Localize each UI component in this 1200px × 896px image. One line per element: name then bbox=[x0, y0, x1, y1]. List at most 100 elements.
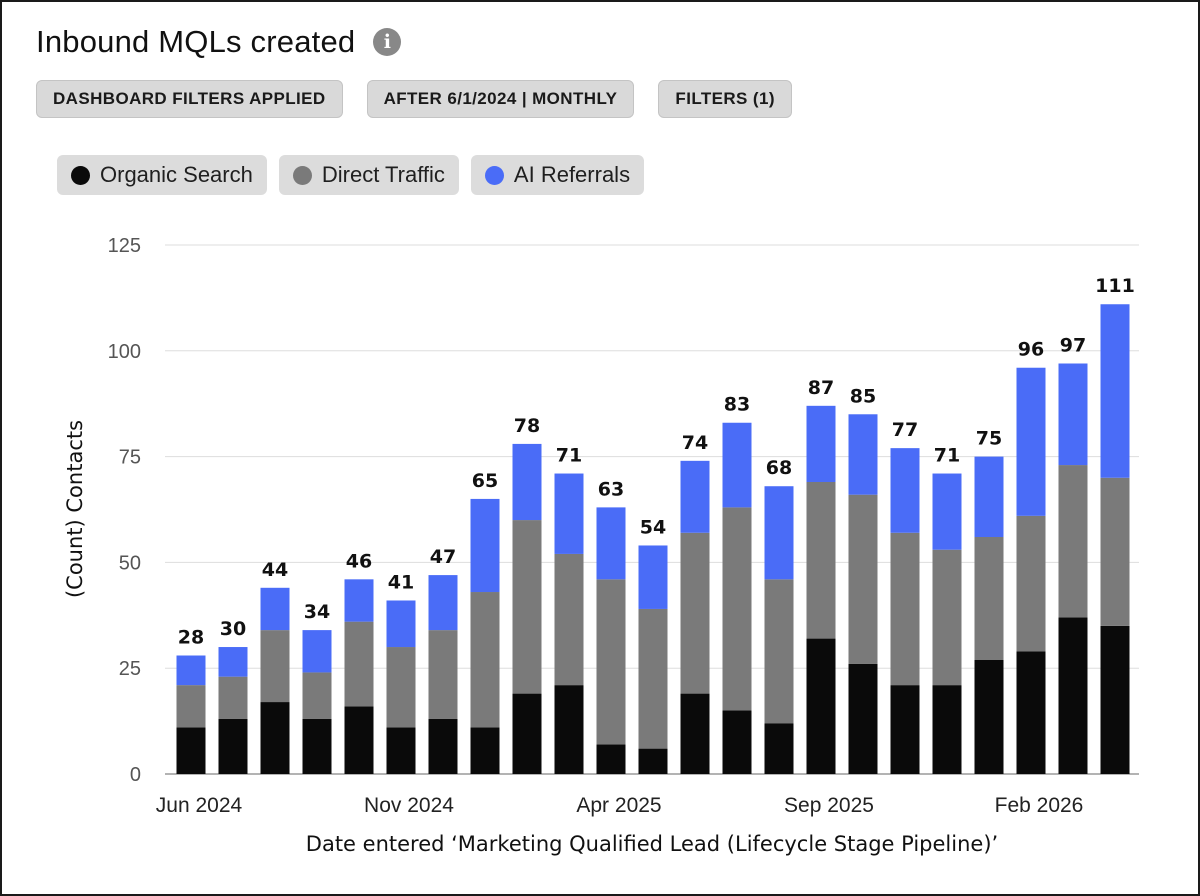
bar-total-label: 111 bbox=[1095, 275, 1135, 297]
bar-segment-organic[interactable] bbox=[1016, 651, 1046, 774]
bar-segment-direct[interactable] bbox=[386, 647, 416, 728]
bar-segment-direct[interactable] bbox=[344, 621, 374, 707]
bar-segment-ai[interactable] bbox=[596, 507, 626, 580]
bar-segment-organic[interactable] bbox=[974, 659, 1004, 774]
bar-segment-organic[interactable] bbox=[386, 727, 416, 774]
bar-segment-direct[interactable] bbox=[722, 507, 752, 711]
bar-total-label: 65 bbox=[472, 470, 498, 492]
bar-segment-direct[interactable] bbox=[848, 494, 878, 664]
bar-segment-direct[interactable] bbox=[764, 579, 794, 724]
bar-segment-ai[interactable] bbox=[848, 414, 878, 495]
bar-segment-ai[interactable] bbox=[554, 473, 584, 554]
bar-segment-organic[interactable] bbox=[638, 748, 668, 774]
bar-segment-ai[interactable] bbox=[890, 448, 920, 533]
y-tick-label: 100 bbox=[108, 341, 141, 363]
bar-total-label: 96 bbox=[1018, 339, 1044, 361]
bar-segment-direct[interactable] bbox=[638, 608, 668, 749]
bar-segment-direct[interactable] bbox=[596, 579, 626, 745]
bar-segment-direct[interactable] bbox=[680, 532, 710, 694]
bar-segment-ai[interactable] bbox=[470, 498, 500, 593]
bar-segment-organic[interactable] bbox=[848, 663, 878, 774]
bar-segment-ai[interactable] bbox=[680, 460, 710, 533]
title-row: Inbound MQLs created i bbox=[36, 24, 402, 60]
y-tick-label: 0 bbox=[130, 764, 141, 786]
legend-item-organic-search[interactable]: Organic Search bbox=[57, 155, 267, 195]
bar-segment-direct[interactable] bbox=[1016, 515, 1046, 652]
bar-total-label: 85 bbox=[850, 385, 876, 407]
bar-segment-organic[interactable] bbox=[428, 718, 458, 774]
bar-segment-ai[interactable] bbox=[764, 486, 794, 580]
y-axis-title: (Count) Contacts bbox=[63, 420, 87, 598]
bar-segment-organic[interactable] bbox=[344, 706, 374, 774]
bar-segment-organic[interactable] bbox=[764, 723, 794, 774]
date-range-button[interactable]: AFTER 6/1/2024 | MONTHLY bbox=[366, 80, 635, 118]
bar-segment-ai[interactable] bbox=[428, 575, 458, 631]
legend-dot-icon bbox=[484, 165, 504, 185]
bar-segment-ai[interactable] bbox=[302, 630, 332, 673]
bar-total-label: 41 bbox=[388, 571, 414, 593]
filters-count-button[interactable]: FILTERS (1) bbox=[658, 80, 792, 118]
bar-segment-direct[interactable] bbox=[218, 676, 248, 719]
chart-legend: Organic Search Direct Traffic AI Referra… bbox=[57, 155, 645, 195]
bar-segment-ai[interactable] bbox=[386, 600, 416, 648]
bar-total-label: 30 bbox=[220, 618, 246, 640]
bar-segment-direct[interactable] bbox=[554, 553, 584, 686]
bar-segment-ai[interactable] bbox=[1016, 367, 1046, 516]
bar-segment-organic[interactable] bbox=[554, 685, 584, 774]
legend-item-ai-referrals[interactable]: AI Referrals bbox=[470, 155, 645, 195]
filter-bar: DASHBOARD FILTERS APPLIED AFTER 6/1/2024… bbox=[36, 80, 792, 118]
bar-segment-direct[interactable] bbox=[176, 685, 206, 728]
bar-segment-direct[interactable] bbox=[512, 520, 542, 694]
dashboard-filters-button[interactable]: DASHBOARD FILTERS APPLIED bbox=[36, 80, 343, 118]
bar-segment-ai[interactable] bbox=[638, 545, 668, 609]
bar-segment-organic[interactable] bbox=[1100, 625, 1130, 774]
bar-segment-direct[interactable] bbox=[890, 532, 920, 686]
x-tick-label: Sep 2025 bbox=[784, 794, 874, 817]
bar-total-label: 44 bbox=[262, 559, 288, 581]
bar-segment-ai[interactable] bbox=[176, 655, 206, 686]
bar-segment-ai[interactable] bbox=[974, 456, 1004, 538]
legend-item-direct-traffic[interactable]: Direct Traffic bbox=[278, 155, 459, 195]
bar-segment-direct[interactable] bbox=[302, 672, 332, 719]
bar-segment-organic[interactable] bbox=[302, 718, 332, 774]
bar-segment-direct[interactable] bbox=[932, 549, 962, 686]
bar-segment-organic[interactable] bbox=[470, 727, 500, 774]
bar-segment-organic[interactable] bbox=[176, 727, 206, 774]
bar-segment-organic[interactable] bbox=[722, 710, 752, 774]
bar-total-label: 68 bbox=[766, 457, 792, 479]
bar-segment-direct[interactable] bbox=[470, 592, 500, 728]
bar-total-label: 28 bbox=[178, 627, 204, 649]
bar-segment-direct[interactable] bbox=[428, 630, 458, 719]
bar-segment-direct[interactable] bbox=[260, 630, 290, 703]
bar-segment-ai[interactable] bbox=[218, 647, 248, 677]
bar-segment-organic[interactable] bbox=[680, 693, 710, 774]
bar-segment-organic[interactable] bbox=[806, 638, 836, 774]
bar-total-label: 63 bbox=[598, 478, 624, 500]
bar-segment-ai[interactable] bbox=[1058, 363, 1088, 466]
bar-segment-ai[interactable] bbox=[722, 422, 752, 508]
bar-segment-organic[interactable] bbox=[260, 702, 290, 774]
bar-segment-ai[interactable] bbox=[260, 587, 290, 631]
legend-label: AI Referrals bbox=[513, 162, 631, 187]
bar-segment-ai[interactable] bbox=[344, 579, 374, 622]
bar-segment-direct[interactable] bbox=[1100, 477, 1130, 626]
bar-segment-organic[interactable] bbox=[890, 685, 920, 774]
bar-segment-direct[interactable] bbox=[806, 481, 836, 639]
bar-segment-direct[interactable] bbox=[974, 537, 1004, 660]
bar-segment-ai[interactable] bbox=[806, 405, 836, 482]
bar-segment-organic[interactable] bbox=[1058, 617, 1088, 774]
x-axis-title: Date entered ‘Marketing Qualified Lead (… bbox=[306, 832, 998, 856]
bar-segment-ai[interactable] bbox=[512, 443, 542, 521]
bar-segment-organic[interactable] bbox=[512, 693, 542, 774]
x-tick-label: Nov 2024 bbox=[364, 794, 454, 817]
info-icon[interactable]: i bbox=[373, 28, 402, 56]
bar-segment-direct[interactable] bbox=[1058, 465, 1088, 618]
bar-segment-organic[interactable] bbox=[932, 685, 962, 774]
bar-segment-organic[interactable] bbox=[596, 744, 626, 774]
bar-segment-ai[interactable] bbox=[1100, 304, 1130, 478]
bar-segment-ai[interactable] bbox=[932, 473, 962, 550]
bar-total-label: 87 bbox=[808, 377, 834, 399]
bar-segment-organic[interactable] bbox=[218, 718, 248, 774]
